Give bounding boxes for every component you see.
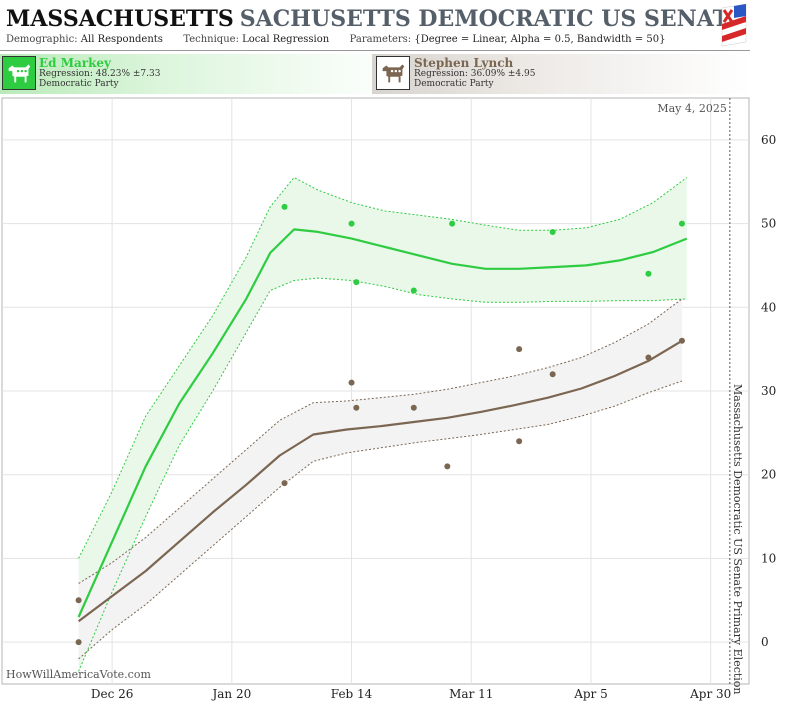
date-stamp: May 4, 2025 xyxy=(657,102,727,115)
y-tick-label: 20 xyxy=(761,468,776,482)
x-tick-label: Apr 5 xyxy=(573,687,608,701)
chart-header: MASSACHUSETTS SACHUSETTS DEMOCRATIC US SE… xyxy=(0,0,789,52)
poll-point xyxy=(348,220,355,227)
x-tick-label: Apr 30 xyxy=(689,687,731,701)
poll-point xyxy=(516,346,523,353)
demographic-value: All Respondents xyxy=(80,34,163,45)
watermark-text: HowWillAmericaVote.com xyxy=(6,668,151,681)
technique-label: Technique: xyxy=(183,34,239,45)
y-tick-label: 30 xyxy=(761,384,776,398)
poll-point xyxy=(75,639,82,646)
poll-point xyxy=(353,279,360,286)
x-tick-label: Dec 26 xyxy=(91,687,134,701)
candidate-card-markey: Ed Markey Regression: 48.23% ±7.33 Democ… xyxy=(0,54,400,94)
lower-bound-line xyxy=(78,277,687,672)
parameters-value: {Degree = Linear, Alpha = 0.5, Bandwidth… xyxy=(414,34,666,45)
poll-point xyxy=(75,597,82,604)
poll-point xyxy=(410,404,417,411)
demographic-label: Demographic: xyxy=(6,34,78,45)
header-divider xyxy=(0,50,750,51)
poll-point xyxy=(645,354,652,361)
poll-point xyxy=(281,480,288,487)
poll-point xyxy=(444,463,451,470)
confidence-band xyxy=(78,177,687,672)
poll-point xyxy=(516,438,523,445)
candidate-regression: Regression: 36.09% ±4.95 xyxy=(414,69,536,79)
x-tick-label: Mar 11 xyxy=(449,687,493,701)
x-tick-label: Feb 14 xyxy=(331,687,373,701)
democratic-donkey-icon xyxy=(376,56,410,90)
candidate-party: Democratic Party xyxy=(39,79,119,89)
regression-line xyxy=(77,339,683,623)
poll-point xyxy=(549,371,556,378)
y-tick-label: 10 xyxy=(761,551,776,565)
chart-title: MASSACHUSETTS SACHUSETTS DEMOCRATIC US SE… xyxy=(6,4,746,34)
poll-point xyxy=(281,203,288,210)
democratic-donkey-icon xyxy=(2,56,36,90)
title-race: SACHUSETTS DEMOCRATIC US SENATE PRIM xyxy=(239,6,746,32)
y-tick-label: 50 xyxy=(761,217,776,231)
technique-value: Local Regression xyxy=(242,34,330,45)
poll-point xyxy=(348,379,355,386)
poll-point xyxy=(678,337,685,344)
candidate-party: Democratic Party xyxy=(414,79,494,89)
poll-point xyxy=(678,220,685,227)
parameters-label: Parameters: xyxy=(349,34,412,45)
y-tick-label: 60 xyxy=(761,133,776,147)
regression-line xyxy=(77,228,688,618)
candidate-name: Stephen Lynch xyxy=(414,56,514,70)
x-tick-label: Jan 20 xyxy=(210,687,251,701)
poll-point xyxy=(645,270,652,277)
y-tick-label: 0 xyxy=(761,635,769,649)
confidence-band xyxy=(78,298,683,659)
parameters-line: Demographic: All Respondents Technique: … xyxy=(6,34,665,45)
candidate-card-lynch: Stephen Lynch Regression: 36.09% ±4.95 D… xyxy=(372,54,752,94)
flag-logo-icon xyxy=(721,3,747,47)
upper-bound-line xyxy=(78,176,688,559)
title-state: MASSACHUSETTS xyxy=(6,6,234,32)
poll-point xyxy=(449,220,456,227)
poll-point xyxy=(353,404,360,411)
right-axis-label: Massachusetts Democratic US Senate Prima… xyxy=(731,384,744,695)
upper-bound-line xyxy=(78,298,683,584)
regression-chart: May 4, 2025 Massachusetts Democratic US S… xyxy=(1,97,776,701)
candidate-name: Ed Markey xyxy=(39,56,112,70)
candidate-legend: Ed Markey Regression: 48.23% ±7.33 Democ… xyxy=(0,54,789,94)
poll-point xyxy=(410,287,417,294)
y-tick-label: 40 xyxy=(761,300,776,314)
poll-point xyxy=(549,228,556,235)
candidate-regression: Regression: 48.23% ±7.33 xyxy=(39,69,161,79)
